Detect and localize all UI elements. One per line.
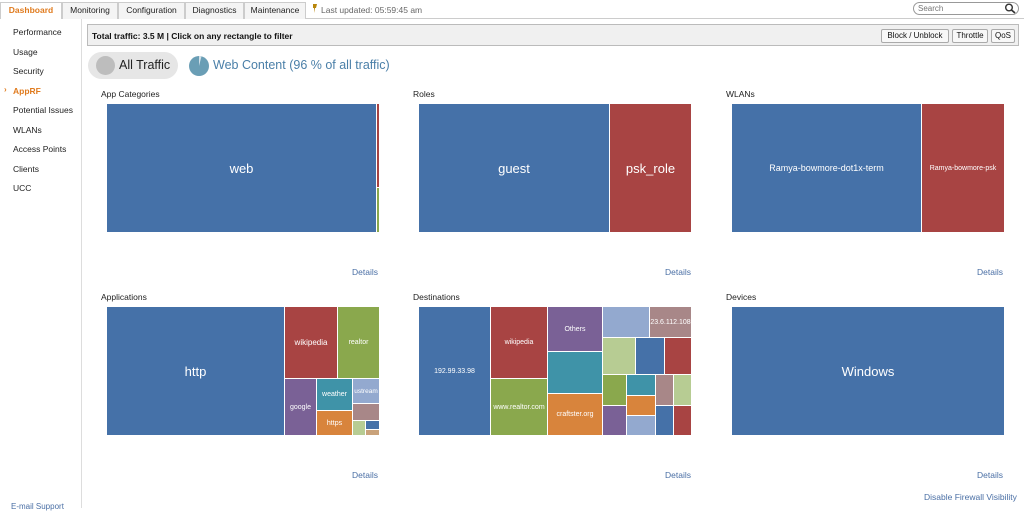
tab-configuration[interactable]: Configuration <box>118 2 185 19</box>
treemap-rect-dest-8[interactable] <box>603 338 636 375</box>
qos-button[interactable]: QoS <box>991 29 1015 43</box>
top-nav-bar: Dashboard Monitoring Configuration Diagn… <box>0 0 1024 19</box>
sidebar-item-ucc[interactable]: UCC <box>13 183 32 193</box>
last-updated-text: Last updated: 05:59:45 am <box>321 5 423 15</box>
applications-title: Applications <box>101 292 147 302</box>
treemap-rect-dest-10[interactable] <box>665 338 692 375</box>
sidebar-item-security[interactable]: Security <box>13 66 44 76</box>
treemap-rect-dest-realtor[interactable]: www.realtor.com <box>491 379 548 436</box>
treemap-rect-category-2[interactable] <box>377 104 380 188</box>
wlans-title: WLANs <box>726 89 755 99</box>
filter-bar: Total traffic: 3.5 M | Click on any rect… <box>87 24 1019 46</box>
pin-icon <box>312 4 318 13</box>
treemap-rect-dest-wikipedia[interactable]: wikipedia <box>491 307 548 379</box>
treemap-rect-dest-ip1[interactable]: 192.99.33.98 <box>419 307 491 436</box>
treemap-rect-dest-13[interactable] <box>656 375 674 406</box>
treemap-rect-dest-15[interactable] <box>627 396 656 416</box>
sidebar-item-potential-issues[interactable]: Potential Issues <box>13 105 74 115</box>
treemap-rect-dest-4[interactable] <box>548 352 603 394</box>
tab-diagnostics[interactable]: Diagnostics <box>185 2 244 19</box>
email-support-link[interactable]: E-mail Support <box>11 502 64 511</box>
all-traffic-label[interactable]: All Traffic <box>119 58 171 72</box>
treemap-rect-app-8[interactable] <box>353 404 380 421</box>
destinations-details-link[interactable]: Details <box>665 470 691 480</box>
tab-monitoring[interactable]: Monitoring <box>62 2 118 19</box>
throttle-button[interactable]: Throttle <box>952 29 988 43</box>
search-icon[interactable] <box>1004 3 1016 14</box>
treemap-rect-dest-18[interactable] <box>656 406 674 436</box>
treemap-rect-dest-others[interactable]: Others <box>548 307 603 352</box>
tab-dashboard[interactable]: Dashboard <box>0 2 62 19</box>
treemap-rect-windows[interactable]: Windows <box>732 307 1005 436</box>
web-content-pie-icon <box>189 55 209 76</box>
last-updated: Last updated: 05:59:45 am <box>312 4 422 15</box>
treemap-rect-app-9[interactable] <box>353 421 366 436</box>
treemap-rect-guest[interactable]: guest <box>419 104 610 233</box>
sidebar: Performance Usage Security › AppRF Poten… <box>0 19 82 508</box>
treemap-rect-dest-ip2[interactable]: 23.6.112.108 <box>650 307 692 338</box>
treemap-rect-dot1x[interactable]: Ramya-bowmore-dot1x-term <box>732 104 922 233</box>
app-categories-title: App Categories <box>101 89 160 99</box>
treemap-rect-psk[interactable]: Ramya-bowmore-psk <box>922 104 1005 233</box>
treemap-rect-app-11[interactable] <box>366 430 380 436</box>
roles-details-link[interactable]: Details <box>665 267 691 277</box>
treemap-rect-dest-14[interactable] <box>674 375 692 406</box>
treemap-rect-realtor[interactable]: realtor <box>338 307 380 379</box>
treemap-rect-dest-6[interactable] <box>603 307 650 338</box>
treemap-rect-dest-craftster[interactable]: craftster.org <box>548 394 603 436</box>
treemap-rect-web[interactable]: web <box>107 104 377 233</box>
sidebar-item-wlans[interactable]: WLANs <box>13 125 42 135</box>
block-unblock-button[interactable]: Block / Unblock <box>881 29 949 43</box>
devices-details-link[interactable]: Details <box>977 470 1003 480</box>
wlans-details-link[interactable]: Details <box>977 267 1003 277</box>
treemap-rect-dest-16[interactable] <box>603 406 627 436</box>
treemap-rect-dest-12[interactable] <box>627 375 656 396</box>
treemap-rect-app-10[interactable] <box>366 421 380 430</box>
tab-maintenance[interactable]: Maintenance <box>244 2 306 19</box>
treemap-rect-psk-role[interactable]: psk_role <box>610 104 692 233</box>
sidebar-item-usage[interactable]: Usage <box>13 47 38 57</box>
sidebar-item-apprf[interactable]: AppRF <box>13 86 41 96</box>
total-traffic-text: Total traffic: 3.5 M | Click on any rect… <box>92 31 293 41</box>
treemap-rect-dest-11[interactable] <box>603 375 627 406</box>
treemap-rect-http[interactable]: http <box>107 307 285 436</box>
sidebar-item-clients[interactable]: Clients <box>13 164 39 174</box>
disable-firewall-visibility-link[interactable]: Disable Firewall Visibility <box>924 492 1017 502</box>
treemap-rect-dest-9[interactable] <box>636 338 665 375</box>
treemap-rect-dest-19[interactable] <box>674 406 692 436</box>
treemap-rect-https[interactable]: https <box>317 411 353 436</box>
devices-title: Devices <box>726 292 757 302</box>
search-input[interactable] <box>913 2 1019 15</box>
all-traffic-pie-icon <box>96 56 115 75</box>
destinations-title: Destinations <box>413 292 460 302</box>
applications-details-link[interactable]: Details <box>352 470 378 480</box>
sidebar-item-access-points[interactable]: Access Points <box>13 144 67 154</box>
treemap-rect-ustream[interactable]: ustream <box>353 379 380 404</box>
web-content-filter[interactable]: Web Content (96 % of all traffic) <box>213 58 390 72</box>
sidebar-item-performance[interactable]: Performance <box>13 27 62 37</box>
treemap-rect-google[interactable]: google <box>285 379 317 436</box>
treemap-rect-category-3[interactable] <box>377 188 380 233</box>
treemap-rect-wikipedia[interactable]: wikipedia <box>285 307 338 379</box>
treemap-rect-dest-17[interactable] <box>627 416 656 436</box>
chevron-right-icon: › <box>4 85 7 94</box>
treemap-rect-weather[interactable]: weather <box>317 379 353 411</box>
roles-title: Roles <box>413 89 435 99</box>
app-categories-details-link[interactable]: Details <box>352 267 378 277</box>
